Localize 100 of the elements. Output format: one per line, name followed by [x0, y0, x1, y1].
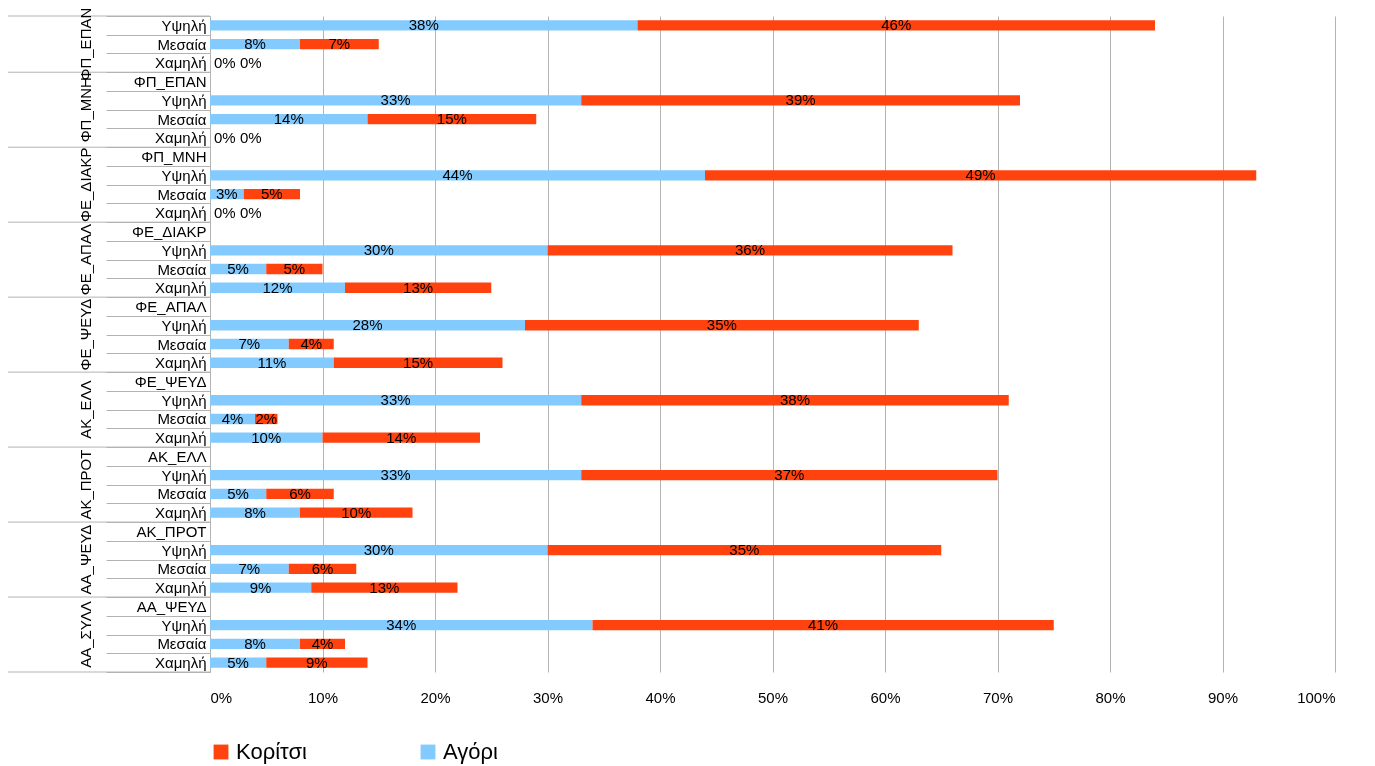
- x-tick-label: 70%: [982, 688, 1014, 706]
- data-label: 33%: [380, 391, 411, 409]
- data-label: 9%: [249, 578, 272, 596]
- data-label: 6%: [311, 559, 334, 577]
- data-label: 12%: [262, 278, 293, 296]
- bar: [210, 20, 638, 31]
- data-label: 39%: [785, 91, 816, 109]
- bar: [210, 320, 525, 331]
- y-tick-label: ΦΕ_ΔΙΑΚΡ: [131, 223, 207, 241]
- data-label: 6%: [289, 484, 311, 502]
- bar: [266, 657, 368, 668]
- data-label: 3%: [216, 185, 238, 203]
- data-label: 4%: [300, 335, 323, 352]
- bar: [705, 170, 1257, 181]
- data-label: 4%: [311, 634, 334, 652]
- data-label: 7%: [238, 335, 261, 352]
- y-tick-label: Υψηλή: [161, 316, 207, 334]
- data-label: 7%: [238, 559, 261, 577]
- data-label: 13%: [403, 278, 434, 296]
- bar: [210, 395, 582, 406]
- y-tick-label: Υψηλή: [161, 391, 207, 409]
- y-tick-label: Μεσαία: [157, 410, 207, 428]
- y-tick-label: Μεσαία: [157, 185, 207, 203]
- y-tick-label: Μεσαία: [157, 485, 207, 503]
- y-tick-label: Υψηλή: [161, 91, 207, 109]
- x-tick-label: 100%: [1297, 688, 1336, 706]
- bar: [547, 245, 953, 256]
- text: ΑΚ_ΠΡΟΤ: [77, 449, 94, 520]
- data-label: 0%: [240, 53, 262, 71]
- text: ΑΑ_ΨΕΥΔ: [77, 524, 94, 595]
- bar: [210, 470, 582, 481]
- data-label: 13%: [369, 578, 400, 596]
- x-tick-label: 80%: [1095, 688, 1126, 706]
- text: ΑΚ_ΕΛΛ: [77, 380, 94, 439]
- y-tick-label: Χαμηλή: [154, 129, 207, 147]
- bar: [592, 619, 1054, 631]
- y-tick-label: Μεσαία: [157, 260, 207, 278]
- x-tick-label: 40%: [645, 688, 676, 706]
- y-tick-label: Υψηλή: [161, 241, 207, 259]
- y-tick-label: Μεσαία: [157, 560, 207, 578]
- bar: [525, 320, 919, 331]
- x-tick-label: 10%: [307, 688, 339, 706]
- legend-label: Αγόρι: [443, 739, 499, 764]
- y-tick-label: Υψηλή: [161, 466, 207, 484]
- data-label: 49%: [965, 166, 996, 184]
- y-tick-label: ΑΑ_ΨΕΥΔ: [136, 597, 207, 615]
- x-tick-label: 90%: [1207, 688, 1239, 706]
- y-tick-label: Υψηλή: [161, 16, 207, 34]
- y-tick-label: ΦΠ_ΜΝΗ: [141, 148, 207, 166]
- data-label: 4%: [221, 409, 244, 427]
- bar: [210, 95, 582, 106]
- data-label: 33%: [380, 466, 411, 484]
- y-tick-label: Υψηλή: [161, 616, 207, 634]
- data-label: 35%: [706, 316, 737, 334]
- x-tick-label: 30%: [532, 688, 564, 706]
- data-label: 10%: [251, 428, 282, 446]
- data-label: 8%: [244, 503, 266, 521]
- bar: [581, 395, 1009, 406]
- data-label: 44%: [442, 166, 473, 184]
- x-tick-label: 50%: [757, 688, 789, 706]
- data-label: 14%: [273, 110, 304, 128]
- data-label: 0%: [214, 203, 236, 221]
- y-tick-label: ΑΚ_ΕΛΛ: [148, 447, 207, 465]
- text: ΦΕ_ΔΙΑΚΡ: [77, 147, 94, 222]
- y-tick-label: Υψηλή: [161, 541, 207, 559]
- y-tick-label: Χαμηλή: [154, 279, 207, 297]
- y-tick-label: Χαμηλή: [154, 579, 207, 597]
- y-tick-label: Χαμηλή: [154, 654, 207, 672]
- data-label: 33%: [380, 91, 411, 109]
- bar: [581, 95, 1020, 106]
- data-label: 0%: [214, 128, 236, 146]
- text: ΑΑ_ΣΥΛΛ: [77, 601, 94, 668]
- data-label: 0%: [240, 203, 262, 221]
- data-label: 0%: [214, 53, 236, 71]
- data-label: 7%: [328, 35, 351, 53]
- data-label: 5%: [261, 185, 283, 203]
- data-label: 38%: [779, 391, 811, 409]
- y-tick-label: Χαμηλή: [154, 204, 207, 222]
- data-label: 14%: [386, 428, 417, 446]
- data-label: 5%: [227, 653, 249, 671]
- y-tick-label: Χαμηλή: [154, 504, 207, 522]
- y-tick-label: ΦΕ_ΑΠΑΛ: [135, 298, 207, 316]
- data-label: 9%: [306, 653, 328, 671]
- bar: [210, 170, 705, 181]
- y-tick-label: Υψηλή: [161, 166, 207, 184]
- data-label: 36%: [734, 241, 766, 259]
- data-label: 41%: [808, 616, 839, 634]
- data-label: 30%: [363, 541, 394, 559]
- data-label: 46%: [881, 16, 912, 34]
- data-label: 8%: [244, 35, 266, 53]
- legend-label: Κορίτσι: [236, 739, 307, 764]
- text: ΦΕ_ΑΠΑΛ: [77, 224, 94, 296]
- bar: [547, 545, 942, 556]
- data-label: 5%: [283, 260, 306, 278]
- data-label: 10%: [341, 503, 372, 521]
- data-label: 34%: [386, 616, 417, 634]
- data-label: 30%: [363, 241, 394, 259]
- x-tick-label: 60%: [870, 688, 901, 706]
- y-tick-label: ΦΕ_ΨΕΥΔ: [134, 372, 207, 390]
- y-tick-label: Μεσαία: [157, 110, 207, 128]
